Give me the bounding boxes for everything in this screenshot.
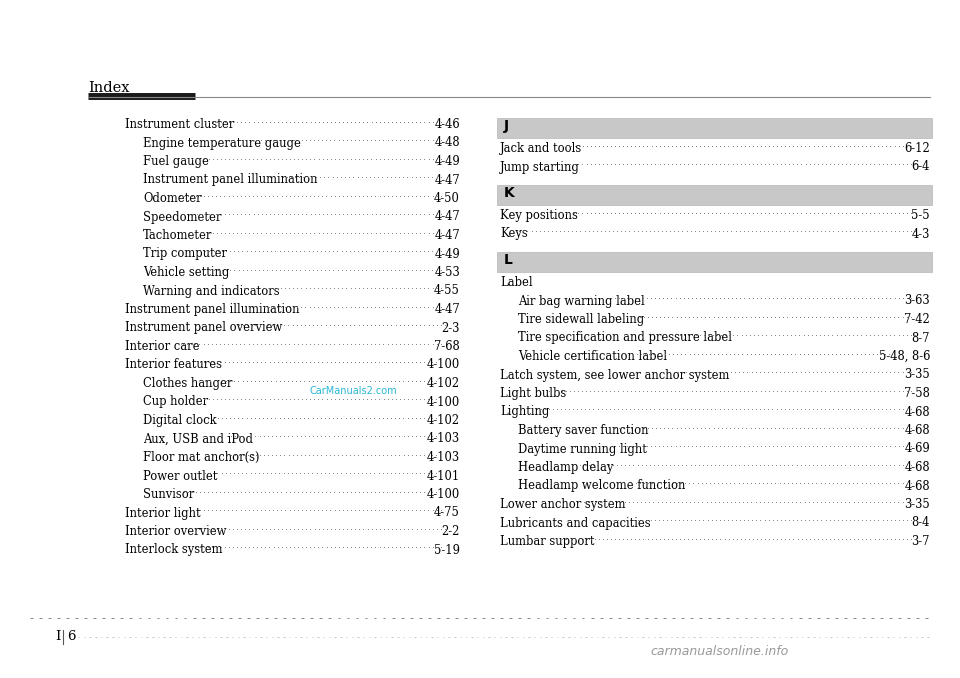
- Text: Lumbar support: Lumbar support: [500, 535, 594, 548]
- Text: 6-4: 6-4: [912, 161, 930, 174]
- Text: Headlamp welcome function: Headlamp welcome function: [518, 479, 685, 492]
- Text: Interior features: Interior features: [125, 359, 222, 372]
- Text: Battery saver function: Battery saver function: [518, 424, 649, 437]
- Text: Key positions: Key positions: [500, 209, 578, 222]
- Text: 7-58: 7-58: [904, 387, 930, 400]
- Text: 3-63: 3-63: [904, 294, 930, 308]
- Text: 4-49: 4-49: [434, 155, 460, 168]
- Text: 4-55: 4-55: [434, 285, 460, 298]
- Text: Instrument panel illumination: Instrument panel illumination: [125, 303, 300, 316]
- Text: 4-102: 4-102: [427, 377, 460, 390]
- Text: Interior overview: Interior overview: [125, 525, 227, 538]
- Text: Lubricants and capacities: Lubricants and capacities: [500, 517, 651, 530]
- Text: 5-19: 5-19: [434, 544, 460, 557]
- Text: Aux, USB and iPod: Aux, USB and iPod: [143, 433, 253, 445]
- Text: Trip computer: Trip computer: [143, 247, 227, 260]
- Text: 6-12: 6-12: [904, 142, 930, 155]
- Text: 4-100: 4-100: [427, 488, 460, 501]
- Text: 5-5: 5-5: [911, 209, 930, 222]
- Text: 8-4: 8-4: [912, 517, 930, 530]
- Text: 2-3: 2-3: [442, 321, 460, 334]
- Text: 4-102: 4-102: [427, 414, 460, 427]
- Bar: [497, 252, 932, 272]
- Text: Keys: Keys: [500, 228, 528, 241]
- Text: Instrument cluster: Instrument cluster: [125, 118, 234, 131]
- Text: CarManuals2.com: CarManuals2.com: [310, 386, 397, 396]
- Text: 7-68: 7-68: [434, 340, 460, 353]
- Text: 4-47: 4-47: [434, 210, 460, 224]
- Text: 4-3: 4-3: [912, 228, 930, 241]
- Text: K: K: [504, 186, 515, 200]
- Text: Fuel gauge: Fuel gauge: [143, 155, 209, 168]
- Text: Sunvisor: Sunvisor: [143, 488, 194, 501]
- Text: L: L: [504, 253, 513, 267]
- Text: Jack and tools: Jack and tools: [500, 142, 583, 155]
- Text: 4-68: 4-68: [904, 461, 930, 474]
- Text: 3-35: 3-35: [904, 369, 930, 382]
- Text: 4-53: 4-53: [434, 266, 460, 279]
- Text: Digital clock: Digital clock: [143, 414, 217, 427]
- Text: Tire specification and pressure label: Tire specification and pressure label: [518, 332, 732, 344]
- Text: 4-69: 4-69: [904, 443, 930, 456]
- Text: 4-47: 4-47: [434, 174, 460, 186]
- Text: 3-35: 3-35: [904, 498, 930, 511]
- Text: Interior light: Interior light: [125, 506, 201, 519]
- Text: 4-100: 4-100: [427, 359, 460, 372]
- Text: Floor mat anchor(s): Floor mat anchor(s): [143, 451, 259, 464]
- Text: 2-2: 2-2: [442, 525, 460, 538]
- Text: I: I: [55, 630, 60, 643]
- Text: 4-49: 4-49: [434, 247, 460, 260]
- Text: Headlamp delay: Headlamp delay: [518, 461, 613, 474]
- Text: Engine temperature gauge: Engine temperature gauge: [143, 136, 300, 150]
- Text: Lighting: Lighting: [500, 405, 549, 418]
- Text: 4-47: 4-47: [434, 229, 460, 242]
- Text: Interior care: Interior care: [125, 340, 200, 353]
- Text: Daytime running light: Daytime running light: [518, 443, 647, 456]
- Text: Vehicle setting: Vehicle setting: [143, 266, 229, 279]
- Text: 6: 6: [67, 630, 76, 643]
- Text: Index: Index: [88, 81, 130, 95]
- Text: Vehicle certification label: Vehicle certification label: [518, 350, 667, 363]
- Text: Light bulbs: Light bulbs: [500, 387, 566, 400]
- Text: 4-68: 4-68: [904, 424, 930, 437]
- Text: 4-50: 4-50: [434, 192, 460, 205]
- Text: Air bag warning label: Air bag warning label: [518, 294, 645, 308]
- Text: 5-48, 8-6: 5-48, 8-6: [878, 350, 930, 363]
- Text: 3-7: 3-7: [911, 535, 930, 548]
- Text: 4-48: 4-48: [434, 136, 460, 150]
- Text: 4-103: 4-103: [427, 433, 460, 445]
- Text: Instrument panel overview: Instrument panel overview: [125, 321, 282, 334]
- Text: Speedometer: Speedometer: [143, 210, 222, 224]
- Text: Jump starting: Jump starting: [500, 161, 580, 174]
- Text: 8-7: 8-7: [911, 332, 930, 344]
- Text: 4-75: 4-75: [434, 506, 460, 519]
- Text: Tachometer: Tachometer: [143, 229, 212, 242]
- Text: 7-42: 7-42: [904, 313, 930, 326]
- Text: 4-68: 4-68: [904, 405, 930, 418]
- Text: Power outlet: Power outlet: [143, 469, 217, 483]
- Bar: [497, 185, 932, 205]
- Text: Instrument panel illumination: Instrument panel illumination: [143, 174, 318, 186]
- Text: Clothes hanger: Clothes hanger: [143, 377, 232, 390]
- Text: 4-101: 4-101: [427, 469, 460, 483]
- Text: Cup holder: Cup holder: [143, 395, 208, 409]
- Text: 4-46: 4-46: [434, 118, 460, 131]
- Text: 4-103: 4-103: [427, 451, 460, 464]
- Text: Tire sidewall labeling: Tire sidewall labeling: [518, 313, 644, 326]
- Text: Lower anchor system: Lower anchor system: [500, 498, 626, 511]
- Text: carmanualsonline.info: carmanualsonline.info: [651, 645, 789, 658]
- Text: J: J: [504, 119, 509, 133]
- Text: Label: Label: [500, 276, 533, 289]
- Text: Odometer: Odometer: [143, 192, 202, 205]
- Bar: [497, 118, 932, 138]
- Text: Warning and indicators: Warning and indicators: [143, 285, 279, 298]
- Text: 4-100: 4-100: [427, 395, 460, 409]
- Text: Interlock system: Interlock system: [125, 544, 223, 557]
- Text: Latch system, see lower anchor system: Latch system, see lower anchor system: [500, 369, 730, 382]
- Text: 4-68: 4-68: [904, 479, 930, 492]
- Text: 4-47: 4-47: [434, 303, 460, 316]
